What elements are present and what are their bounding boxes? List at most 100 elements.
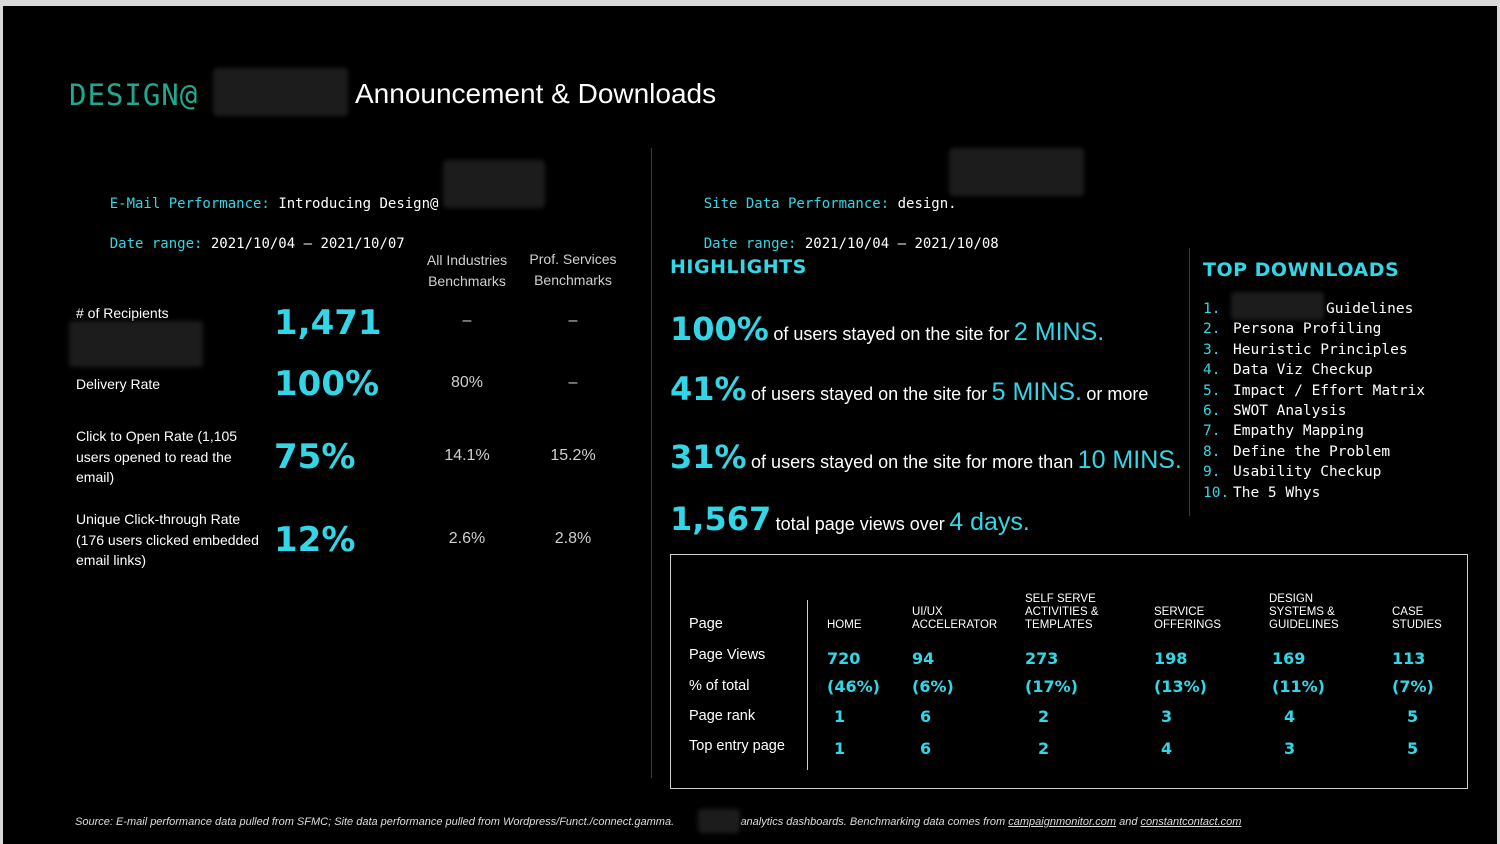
bench-all-delivery: 80% [450,374,484,391]
cell-pct: (6%) [912,677,954,696]
downloads-list: 1. Guidelines 2. Persona Profiling 3. Heuri… [1203,299,1425,503]
site-perf-value: design. [897,196,957,212]
cell-views: 94 [912,649,935,668]
bench-header-prof-line1: Prof. Services [529,251,617,267]
download-item[interactable]: 7. Empathy Mapping [1203,421,1425,441]
highlight-tail: or more [1086,384,1149,404]
download-label: Persona Profiling [1233,321,1382,338]
email-perf-label: E-Mail Performance: [109,196,270,212]
page-stats-table: Page Page Views % of total Page rank Top… [670,554,1468,789]
col-header-line: ACTIVITIES & [1025,606,1099,618]
redacted-recipients-note [69,321,203,367]
cell-pct: (13%) [1154,677,1207,696]
download-item[interactable]: 5. Impact / Effort Matrix [1203,381,1425,401]
site-date-value: 2021/10/04 – 2021/10/08 [804,236,999,252]
download-num: 6. [1203,403,1221,420]
highlight-text: total page views over [775,514,945,534]
downloads-divider [1189,248,1190,516]
table-divider [807,600,808,770]
email-meta: E-Mail Performance: Introducing Design@ … [76,174,439,274]
col-header-line: ACCELERATOR [912,619,998,631]
highlight-value: 41% [670,370,747,408]
col-header-line: TEMPLATES [1025,619,1093,631]
downloads-heading: TOP DOWNLOADS [1203,259,1400,281]
redacted-download-name [1231,292,1324,320]
highlight-value: 31% [670,438,747,476]
metric-value-cto: 75% [274,437,356,477]
row-label-rank: Page rank [689,708,756,724]
highlight-accent: 4 days. [949,508,1030,536]
bench-prof-ctr: 2.8% [554,530,592,547]
cell-entry: 1 [834,739,846,758]
download-label: Empathy Mapping [1233,423,1364,440]
cell-rank: 2 [1038,707,1050,726]
redacted-email-name [443,160,545,208]
page-title: Announcement & Downloads [355,78,717,109]
download-num: 2. [1203,321,1221,338]
cell-rank: 4 [1284,707,1296,726]
col-header-line: UI/UX [912,606,943,618]
cell-entry: 6 [920,739,932,758]
download-num: 7. [1203,423,1221,440]
cell-entry: 5 [1407,739,1419,758]
site-perf-label: Site Data Performance: [703,196,890,212]
cell-views: 169 [1272,649,1306,668]
cell-rank: 6 [920,707,932,726]
cell-pct: (17%) [1025,677,1078,696]
cell-pct: (46%) [827,677,880,696]
cell-rank: 5 [1407,707,1419,726]
footnote-text-b: site analytics dashboards. Benchmarking … [720,816,1006,828]
download-label: Impact / Effort Matrix [1233,382,1426,399]
cell-views: 113 [1392,649,1426,668]
download-label: Data Viz Checkup [1233,362,1373,379]
campaignmonitor-link[interactable]: campaignmonitor.com [1008,816,1117,828]
download-item[interactable]: 6. SWOT Analysis [1203,401,1425,421]
highlight-text: of users stayed on the site for [751,384,988,404]
download-num: 3. [1203,341,1221,358]
cell-entry: 3 [1284,739,1296,758]
metric-value-delivery: 100% [274,364,380,404]
footnote-and: and [1119,816,1138,828]
download-label: SWOT Analysis [1233,403,1347,420]
metric-value-recipients: 1,471 [274,303,382,343]
bench-all-recipients: – [462,312,472,329]
col-header-line: GUIDELINES [1269,619,1339,631]
col-header-line: SELF SERVE [1025,593,1096,605]
download-item[interactable]: 4. Data Viz Checkup [1203,360,1425,380]
highlight-row: 1,567 total page views over 4 days. [670,500,1030,538]
bench-header-all-line1: All Industries [426,252,508,268]
cell-entry: 2 [1038,739,1050,758]
site-meta: Site Data Performance: design. Date rang… [670,174,999,274]
highlight-value: 100% [670,310,769,348]
site-date-label: Date range: [703,236,797,252]
download-item[interactable]: 9. Usability Checkup [1203,462,1425,482]
redacted-site-domain [949,148,1084,196]
col-header-line: OFFERINGS [1154,619,1222,631]
highlight-text: of users stayed on the site for more tha… [751,452,1074,472]
highlight-accent: 2 MINS. [1013,318,1105,346]
download-item[interactable]: 1. Guidelines [1203,299,1425,319]
col-header-line: HOME [827,619,862,631]
cell-pct: (7%) [1392,677,1434,696]
download-item[interactable]: 3. Heuristic Principles [1203,340,1425,360]
cell-rank: 3 [1161,707,1173,726]
col-header-uiux: UI/UX ACCELERATOR [912,606,997,632]
highlight-row: 31% of users stayed on the site for more… [670,438,1182,476]
download-item[interactable]: 10. The 5 Whys [1203,483,1425,503]
download-label: Heuristic Principles [1233,341,1408,358]
metric-label-ctr: Unique Click-through Rate (176 users cli… [76,511,259,568]
cell-rank: 1 [834,707,846,726]
download-num: 8. [1203,443,1221,460]
cell-pct: (11%) [1272,677,1325,696]
bench-all-ctr: 2.6% [448,530,486,547]
download-label: Define the Problem [1233,443,1391,460]
download-item[interactable]: 8. Define the Problem [1203,442,1425,462]
bench-all-cto: 14.1% [444,447,490,464]
download-num: 9. [1203,464,1221,481]
download-item[interactable]: 2. Persona Profiling [1203,319,1425,339]
redacted-brand-name [213,68,348,116]
col-header-line: SERVICE [1154,606,1205,618]
constantcontact-link[interactable]: constantcontact.com [1140,816,1242,828]
row-label-page: Page [689,616,723,632]
cell-views: 720 [827,649,861,668]
